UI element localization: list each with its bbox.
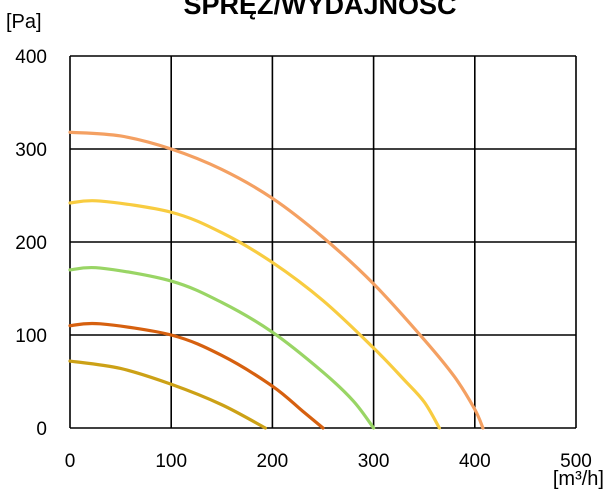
y-tick-label: 100	[15, 326, 47, 347]
y-tick-label: 400	[15, 47, 47, 68]
chart-title: SPRĘŻ/WYDAJNOŚĆ	[183, 0, 456, 20]
y-tick-label: 200	[15, 233, 47, 254]
series-line-2	[68, 199, 441, 430]
y-tick-label: 300	[15, 140, 47, 161]
x-tick-label: 0	[65, 451, 76, 472]
grid	[69, 55, 577, 429]
x-axis-label: [m³/h]	[553, 468, 604, 490]
series-line-3	[68, 265, 376, 430]
series-line-1	[68, 130, 485, 430]
x-tick-label: 400	[459, 451, 491, 472]
tick-labels: 0 100 200 300 400 500 0 100 200 300 400	[15, 47, 592, 472]
x-tick-label: 100	[155, 451, 187, 472]
series-lines	[68, 130, 485, 430]
y-tick-label: 0	[36, 419, 47, 440]
y-axis-label: [Pa]	[6, 11, 42, 33]
x-tick-label: 300	[358, 451, 390, 472]
x-tick-label: 200	[257, 451, 289, 472]
series-line-4	[68, 321, 325, 430]
series-line-5	[68, 359, 267, 430]
x-tick-label: 500	[560, 451, 592, 472]
